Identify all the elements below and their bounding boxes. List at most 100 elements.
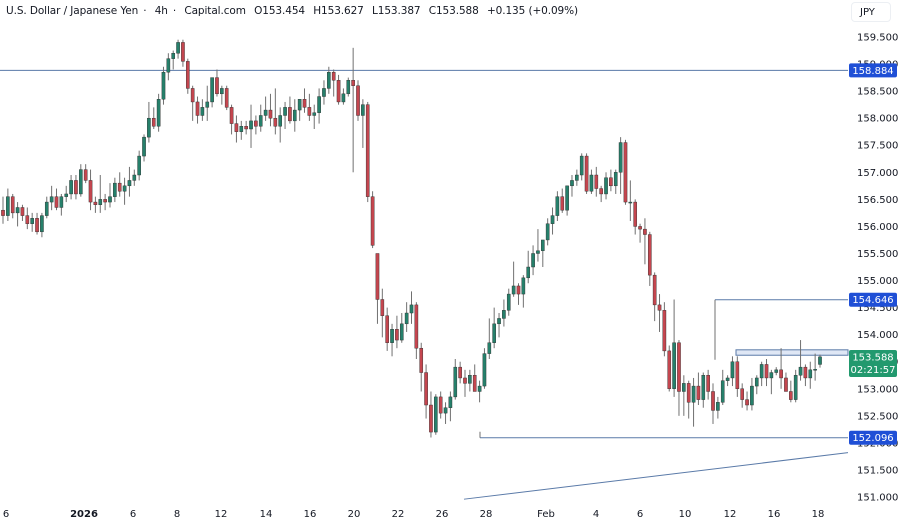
bullish-candle (604, 177, 608, 195)
bearish-candle (652, 274, 657, 306)
bullish-candle (40, 215, 44, 233)
symbol-legend: U.S. Dollar / Japanese Yen · 4h · Capital.… (6, 5, 583, 17)
bullish-candle (628, 201, 633, 204)
level-price-label (849, 292, 897, 307)
time-axis[interactable]: 6 2026 6 8 12 14 16 20 22 26 28 Feb 4 6 10 12 16 18 (3, 509, 825, 520)
bearish-candle (657, 304, 662, 311)
bullish-candle (6, 196, 10, 216)
bullish-candle (210, 77, 214, 103)
bearish-candle (643, 228, 647, 235)
price-tick: 157.000 (857, 168, 898, 179)
time-tick: 2026 (70, 509, 98, 520)
bearish-candle (677, 342, 681, 392)
bearish-candle (365, 104, 370, 197)
price-tick: 152.500 (857, 411, 898, 422)
bullish-candle (220, 88, 224, 95)
bullish-candle (818, 356, 822, 365)
bearish-candle (647, 234, 652, 276)
bullish-candle (322, 88, 326, 97)
bearish-candle (25, 215, 30, 224)
bullish-candle (570, 180, 574, 187)
price-labels: 158.884 154.646 152.096 153.588 02:21:57 (849, 63, 897, 445)
price-tick: 155.500 (857, 249, 898, 260)
resistance-zone[interactable] (735, 349, 849, 356)
time-tick: 6 (3, 509, 9, 520)
bearish-candle (424, 372, 428, 406)
bearish-candle (584, 155, 589, 192)
price-tick: 156.500 (857, 195, 898, 206)
bearish-candle (789, 391, 793, 400)
bearish-candle (458, 366, 462, 379)
symbol-name: U.S. Dollar / Japanese Yen (6, 5, 139, 17)
bullish-candle (725, 377, 730, 381)
bearish-candle (254, 120, 258, 127)
bearish-candle (288, 107, 292, 122)
bullish-candle (156, 99, 161, 127)
bullish-candle (589, 174, 594, 192)
bullish-candle (317, 96, 321, 113)
bullish-candle (341, 93, 346, 103)
bullish-candle (526, 266, 531, 279)
bullish-candle (448, 396, 453, 408)
bullish-candle (453, 366, 458, 398)
time-tick: 22 (392, 509, 405, 520)
bearish-candle (560, 196, 565, 211)
bearish-candle (224, 88, 229, 108)
time-tick: 12 (724, 509, 737, 520)
bearish-candle (633, 201, 638, 227)
bullish-candle (550, 215, 555, 224)
bullish-candle (531, 253, 535, 268)
interval: 4h (154, 5, 168, 17)
time-tick: 10 (679, 509, 692, 520)
level-price-label (849, 63, 897, 78)
time-tick: 16 (304, 509, 317, 520)
bearish-candle (190, 88, 195, 103)
change-value: +0.135 (+0.09%) (486, 5, 578, 17)
bearish-candle (336, 80, 341, 103)
bearish-candle (331, 71, 336, 81)
price-tick: 156.000 (857, 222, 898, 233)
price-tick: 151.500 (857, 465, 898, 476)
trend-line[interactable] (463, 452, 849, 500)
price-tick: 151.000 (857, 493, 898, 504)
price-tick: 157.500 (857, 141, 898, 152)
bearish-candle (302, 99, 307, 108)
bullish-candle (506, 293, 511, 311)
bearish-candle (438, 396, 443, 414)
bullish-candle (541, 239, 545, 251)
bullish-candle (263, 109, 268, 116)
bearish-candle (623, 142, 628, 203)
time-tick: 18 (812, 509, 825, 520)
bearish-candle (696, 385, 701, 400)
time-tick: 6 (637, 509, 643, 520)
bullish-candle (404, 312, 409, 325)
bullish-candle (200, 107, 205, 116)
bearish-candle (735, 361, 740, 389)
bullish-candle (487, 342, 492, 354)
time-tick: 16 (768, 509, 781, 520)
bearish-candle (686, 383, 691, 403)
bearish-candle (273, 117, 278, 127)
price-tick: 154.500 (857, 303, 898, 314)
bullish-candle (258, 115, 263, 127)
bullish-candle (399, 323, 404, 341)
bullish-candle (59, 196, 64, 208)
bullish-candle (769, 372, 774, 379)
bullish-candle (390, 329, 394, 343)
bullish-candle (239, 126, 244, 132)
level-price-label (849, 430, 897, 445)
time-tick: 12 (215, 509, 228, 520)
bullish-candle (793, 375, 798, 400)
bullish-candle (283, 107, 287, 116)
bullish-candle (521, 277, 526, 295)
currency-button[interactable]: JPY (851, 2, 891, 22)
bearish-candle (803, 366, 808, 379)
price-tick: 158.500 (857, 87, 898, 98)
separator: · (172, 5, 177, 17)
time-tick: 14 (260, 509, 273, 520)
level-price-text: 154.646 (852, 295, 893, 306)
bullish-candle (361, 104, 365, 116)
open-value: O153.454 (254, 5, 305, 17)
close-value: C153.588 (428, 5, 479, 17)
